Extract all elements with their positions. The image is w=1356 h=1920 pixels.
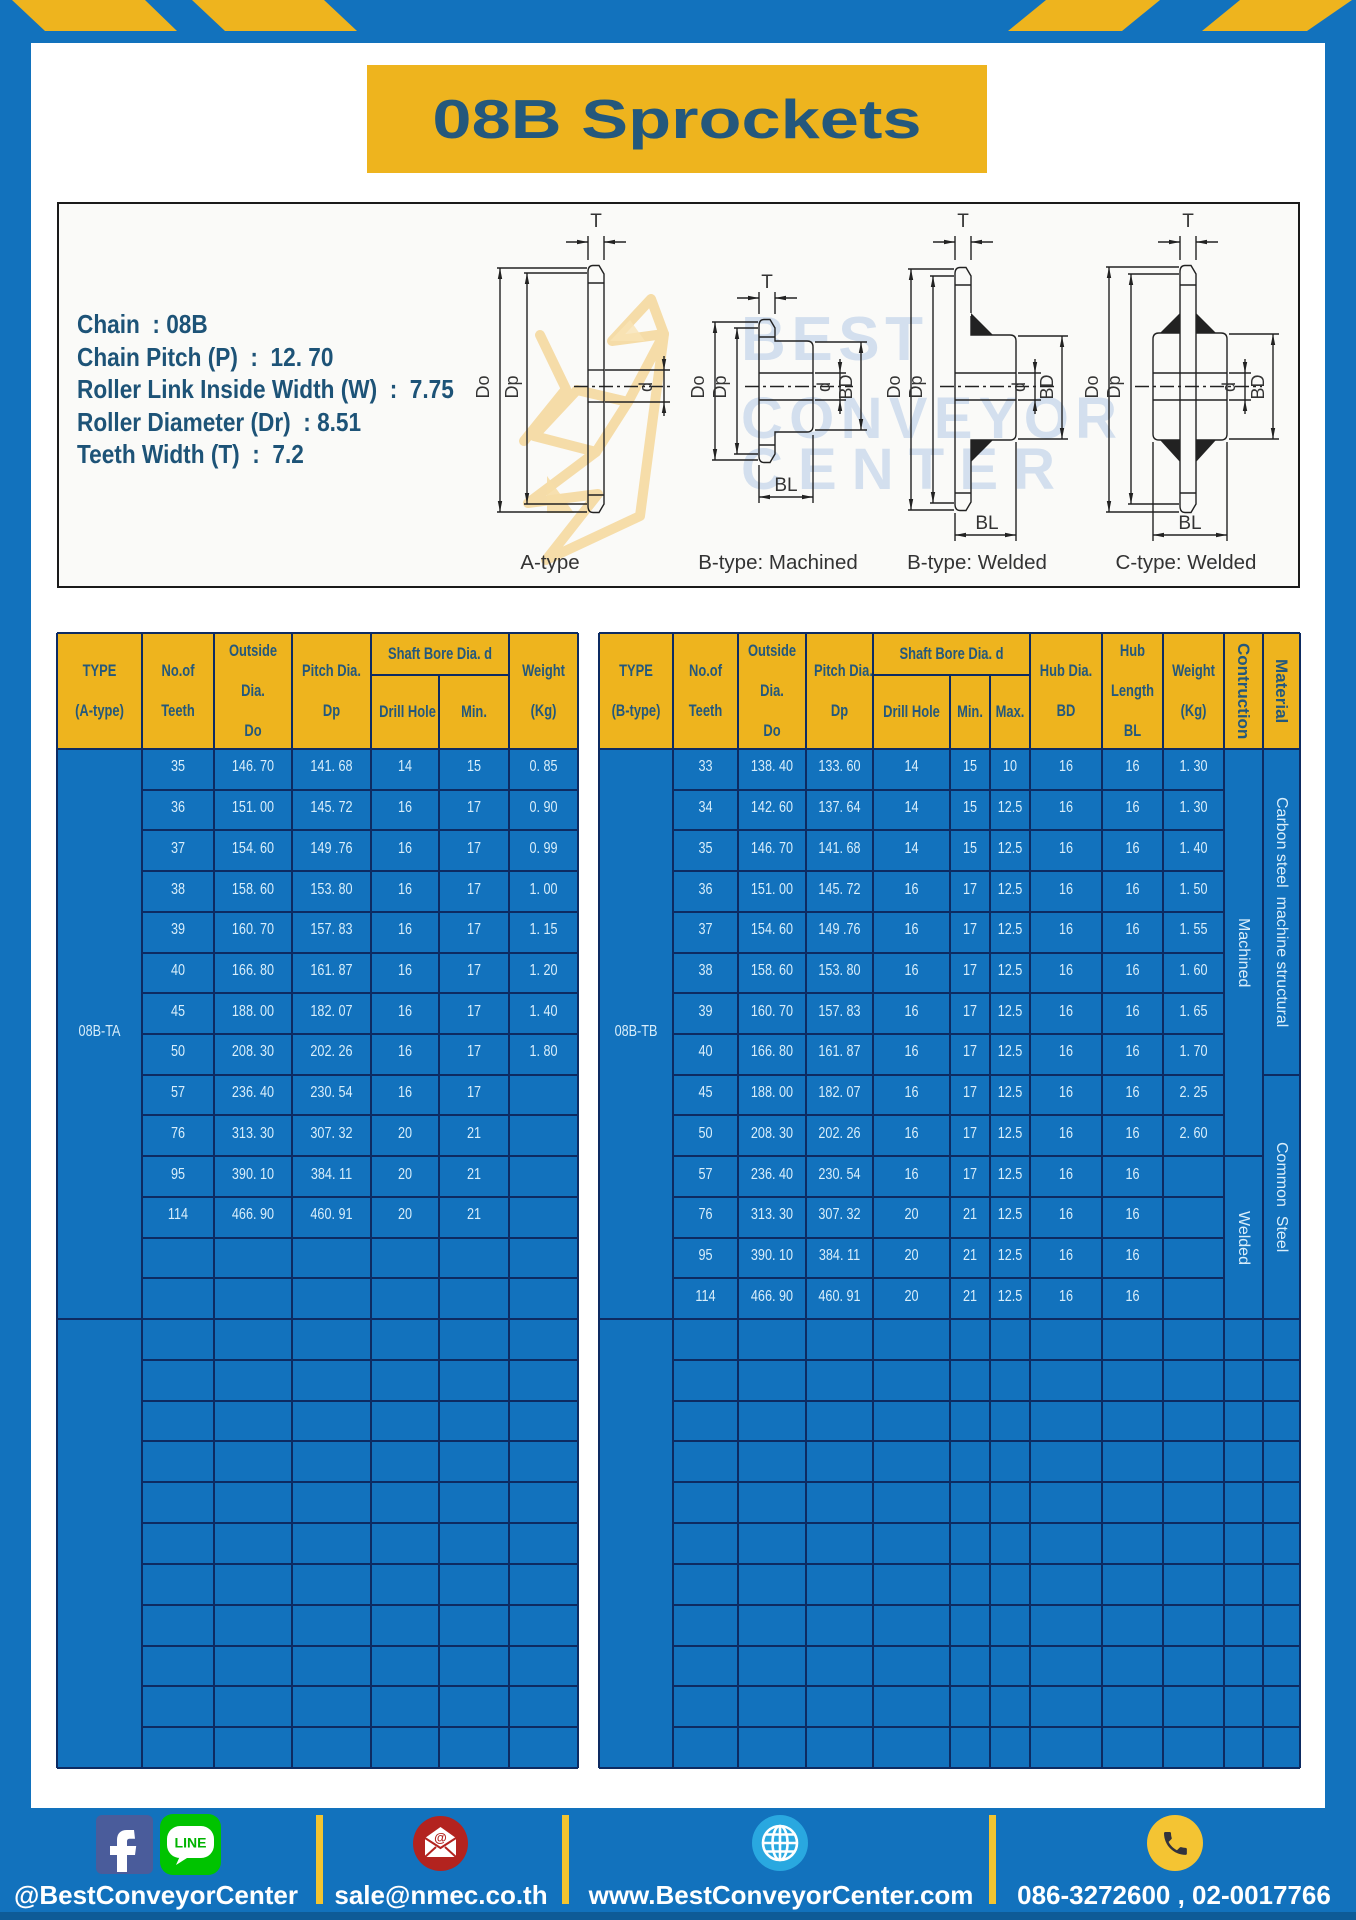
svg-text:B-type: Machined: B-type: Machined	[698, 551, 858, 574]
svg-text:Dp: Dp	[1104, 375, 1124, 398]
svg-text:BD: BD	[836, 374, 856, 399]
svg-text:T: T	[590, 211, 602, 232]
svg-text:BL: BL	[774, 475, 797, 496]
svg-text:d: d	[814, 382, 834, 392]
svg-text:d: d	[1219, 382, 1239, 392]
svg-text:BL: BL	[975, 513, 998, 534]
svg-text:B-type: Welded: B-type: Welded	[907, 551, 1047, 574]
svg-text:Dp: Dp	[710, 375, 730, 398]
svg-text:LINE: LINE	[175, 1835, 207, 1851]
svg-text:T: T	[957, 211, 969, 232]
svg-text:T: T	[1182, 211, 1194, 232]
svg-text:Do: Do	[688, 375, 708, 398]
svg-text:Dp: Dp	[906, 375, 926, 398]
svg-text:Do: Do	[473, 375, 493, 398]
svg-text:BEST: BEST	[741, 305, 923, 374]
svg-text:C-type: Welded: C-type: Welded	[1116, 551, 1257, 574]
svg-text:Dp: Dp	[502, 375, 522, 398]
svg-text:BL: BL	[1178, 513, 1201, 534]
svg-text:Do: Do	[884, 375, 904, 398]
svg-text:Do: Do	[1082, 375, 1102, 398]
svg-text:@: @	[434, 1830, 447, 1845]
svg-text:A-type: A-type	[520, 551, 579, 574]
svg-text:d: d	[636, 382, 656, 392]
svg-text:BD: BD	[1037, 374, 1057, 399]
svg-text:d: d	[1009, 382, 1029, 392]
svg-text:BD: BD	[1248, 374, 1268, 399]
svg-text:T: T	[761, 272, 773, 293]
